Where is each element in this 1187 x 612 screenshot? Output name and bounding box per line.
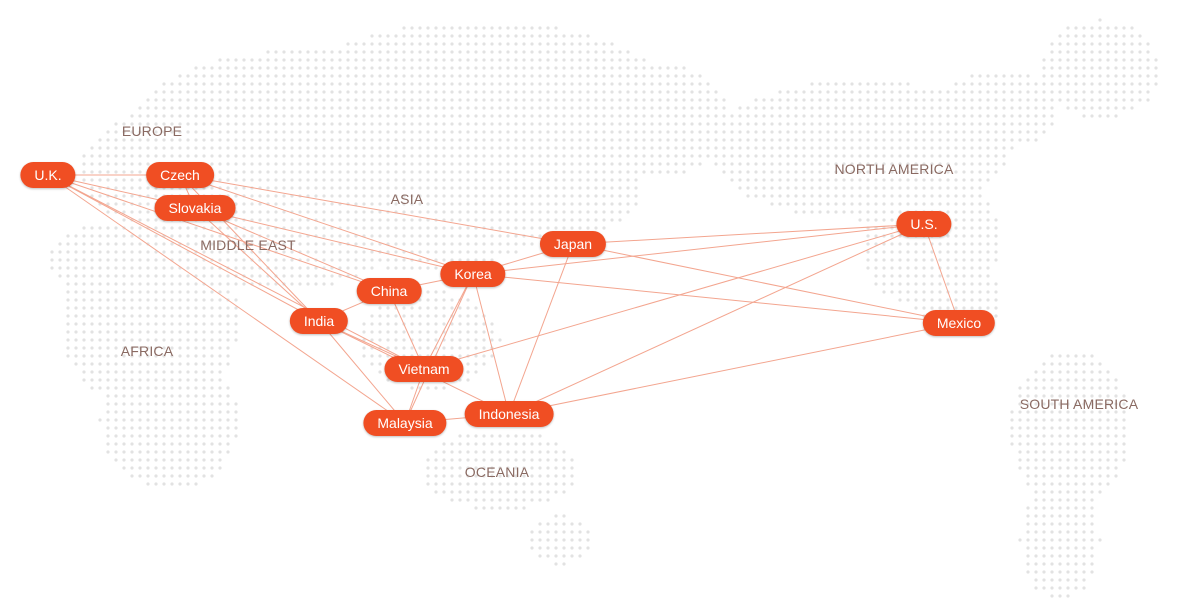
country-pill-indonesia[interactable]: Indonesia (464, 401, 554, 427)
connection-line-korea-mexico (472, 273, 960, 324)
connection-line-japan-indonesia (508, 243, 574, 415)
connection-lines (47, 174, 960, 424)
connection-line-slovakia-india (194, 207, 320, 322)
country-pill-us[interactable]: U.S. (896, 211, 952, 237)
connection-line-indonesia-mexico (508, 322, 960, 415)
connection-line-uk-vietnam (47, 174, 425, 370)
country-pill-czech[interactable]: Czech (146, 162, 214, 188)
connection-line-malaysia-korea (404, 273, 474, 424)
connection-line-japan-us (572, 223, 925, 245)
connection-line-uk-china (47, 174, 390, 292)
connection-line-india-malaysia (318, 320, 406, 424)
connection-line-korea-indonesia (472, 273, 510, 415)
connection-line-czech-korea (179, 174, 474, 275)
country-pill-uk[interactable]: U.K. (20, 162, 76, 188)
region-label-south-america: SOUTH AMERICA (1019, 396, 1139, 412)
country-pill-slovakia[interactable]: Slovakia (154, 195, 236, 221)
country-pill-japan[interactable]: Japan (539, 231, 607, 257)
connection-line-uk-malaysia (47, 174, 406, 424)
connection-line-slovakia-korea (194, 207, 474, 275)
region-label-north-america: NORTH AMERICA (834, 161, 954, 177)
connection-line-indonesia-us (508, 223, 925, 415)
connection-line-vietnam-us (423, 223, 925, 370)
region-label-africa: AFRICA (120, 343, 174, 359)
connection-line-us-mexico (923, 223, 960, 324)
region-label-oceania: OCEANIA (464, 464, 530, 480)
country-pill-korea[interactable]: Korea (440, 261, 506, 287)
country-pill-malaysia[interactable]: Malaysia (363, 410, 447, 436)
country-pill-vietnam[interactable]: Vietnam (384, 356, 464, 382)
country-pill-india[interactable]: India (289, 308, 349, 334)
dotted-world-map (50, 18, 1158, 598)
connection-line-czech-japan (179, 174, 574, 245)
country-pill-china[interactable]: China (356, 278, 422, 304)
connection-line-korea-us (472, 223, 925, 275)
connection-line-korea-vietnam (423, 273, 474, 370)
connection-line-uk-india (47, 174, 320, 322)
country-pill-mexico[interactable]: Mexico (922, 310, 996, 336)
connection-line-slovakia-china (194, 207, 390, 292)
region-label-middle-east: MIDDLE EAST (200, 237, 296, 253)
region-label-asia: ASIA (390, 191, 424, 207)
region-label-europe: EUROPE (121, 123, 183, 139)
connection-line-japan-mexico (572, 243, 960, 324)
